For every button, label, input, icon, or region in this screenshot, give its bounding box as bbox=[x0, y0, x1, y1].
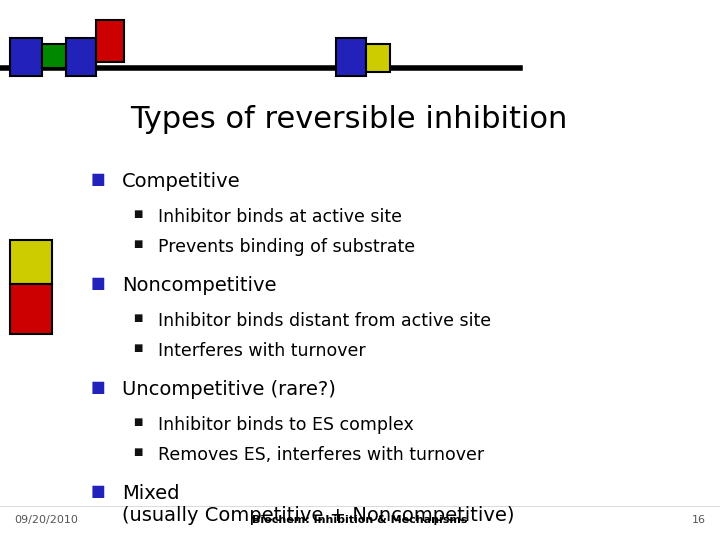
Text: Prevents binding of substrate: Prevents binding of substrate bbox=[158, 238, 415, 256]
Text: ■: ■ bbox=[133, 417, 143, 427]
Text: ■: ■ bbox=[133, 239, 143, 249]
Text: Interferes with turnover: Interferes with turnover bbox=[158, 342, 366, 360]
Text: Inhibitor binds distant from active site: Inhibitor binds distant from active site bbox=[158, 312, 491, 330]
Text: 16: 16 bbox=[692, 515, 706, 525]
Text: ■: ■ bbox=[91, 484, 105, 500]
Text: Types of reversible inhibition: Types of reversible inhibition bbox=[130, 105, 567, 134]
Text: Inhibitor binds at active site: Inhibitor binds at active site bbox=[158, 208, 402, 226]
Text: Noncompetitive: Noncompetitive bbox=[122, 276, 276, 295]
Text: Mixed
(usually Competitive + Noncompetitive): Mixed (usually Competitive + Noncompetit… bbox=[122, 484, 515, 525]
Text: Removes ES, interferes with turnover: Removes ES, interferes with turnover bbox=[158, 446, 484, 464]
Text: ■: ■ bbox=[91, 276, 105, 292]
Text: ■: ■ bbox=[91, 381, 105, 395]
Text: ■: ■ bbox=[91, 172, 105, 187]
Text: 09/20/2010: 09/20/2010 bbox=[14, 515, 78, 525]
Text: ■: ■ bbox=[133, 313, 143, 323]
Text: Competitive: Competitive bbox=[122, 172, 240, 191]
Text: ■: ■ bbox=[133, 343, 143, 353]
Text: Inhibitor binds to ES complex: Inhibitor binds to ES complex bbox=[158, 416, 414, 434]
Text: Uncompetitive (rare?): Uncompetitive (rare?) bbox=[122, 380, 336, 399]
Text: Biochem: Inhibition & Mechanisms: Biochem: Inhibition & Mechanisms bbox=[252, 515, 468, 525]
Text: ■: ■ bbox=[133, 447, 143, 457]
Text: ■: ■ bbox=[133, 209, 143, 219]
